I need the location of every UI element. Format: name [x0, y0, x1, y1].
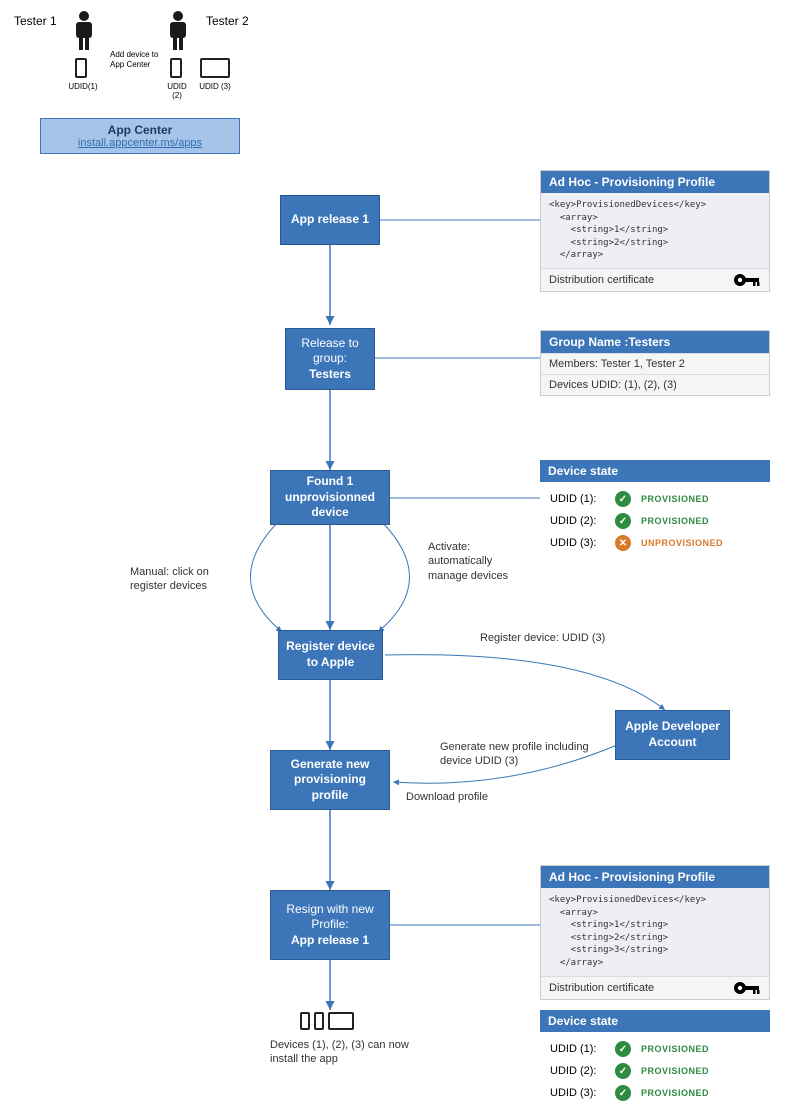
panel-device-state-2: Device state UDID (1): ✓ PROVISIONED UDI… — [540, 1010, 770, 1110]
group-members: Members: Tester 1, Tester 2 — [541, 353, 769, 374]
flow-node-label-b: App release 1 — [291, 933, 369, 949]
device-state-row: UDID (1): ✓ PROVISIONED — [550, 1038, 760, 1060]
status-text: PROVISIONED — [641, 1088, 709, 1098]
panel-header: Ad Hoc - Provisioning Profile — [541, 171, 769, 193]
panel-device-state-1: Device state UDID (1): ✓ PROVISIONED UDI… — [540, 460, 770, 560]
device-state-row: UDID (2): ✓ PROVISIONED — [550, 1060, 760, 1082]
panel-code: <key>ProvisionedDevices</key> <array> <s… — [541, 888, 769, 976]
udid-label: UDID (3): — [550, 1087, 605, 1099]
flow-node-resign: Resign with new Profile: App release 1 — [270, 890, 390, 960]
udid-label: UDID (3): — [550, 537, 605, 549]
appcenter-title: App Center — [49, 123, 231, 137]
flow-node-label: Apple Developer Account — [620, 719, 725, 750]
final-note: Devices (1), (2), (3) can now install th… — [270, 1038, 410, 1067]
register-edge-label: Register device: UDID (3) — [480, 632, 605, 644]
status-text: PROVISIONED — [641, 1066, 709, 1076]
cert-label: Distribution certificate — [549, 274, 654, 286]
flow-node-app-release-1: App release 1 — [280, 195, 380, 245]
x-icon: ✕ — [615, 535, 631, 551]
phone-icon — [314, 1012, 324, 1030]
key-icon — [733, 981, 761, 995]
status-text: PROVISIONED — [641, 1044, 709, 1054]
panel-cert-row: Distribution certificate — [541, 268, 769, 291]
key-icon — [733, 273, 761, 287]
add-device-note: Add device to App Center — [110, 50, 158, 69]
flow-node-generate-profile: Generate new provisioning profile — [270, 750, 390, 810]
person-icon — [166, 10, 190, 52]
flow-node-label: Generate new provisioning profile — [275, 757, 385, 804]
panel-code: <key>ProvisionedDevices</key> <array> <s… — [541, 193, 769, 268]
flow-node-label: App release 1 — [291, 212, 369, 228]
udid-label: UDID (2): — [550, 515, 605, 527]
udid-label: UDID (1): — [550, 493, 605, 505]
udid1-label: UDID(1) — [68, 82, 98, 91]
udid-label: UDID (2): — [550, 1065, 605, 1077]
person-icon — [72, 10, 96, 52]
flow-node-release-to-group: Release to group: Testers — [285, 328, 375, 390]
panel-header: Device state — [540, 1010, 770, 1032]
check-icon: ✓ — [615, 513, 631, 529]
device-state-row: UDID (2): ✓ PROVISIONED — [550, 510, 760, 532]
udid3-label: UDID (3) — [198, 82, 232, 91]
flow-node-label-a: Resign with new Profile: — [275, 902, 385, 933]
phone-icon — [300, 1012, 310, 1030]
tester2-label: Tester 2 — [206, 14, 249, 28]
diagram-canvas: Tester 1 UDID(1) Add device to App Cente… — [10, 10, 778, 1106]
device-state-row: UDID (3): ✓ PROVISIONED — [550, 1082, 760, 1104]
flow-node-label-b: Testers — [309, 367, 351, 383]
check-icon: ✓ — [615, 1041, 631, 1057]
activate-label: Activate: automatically manage devices — [428, 540, 528, 583]
udid2-label: UDID (2) — [162, 82, 192, 100]
panel-header: Group Name :Testers — [541, 331, 769, 353]
final-devices — [300, 1012, 354, 1030]
panel-header: Ad Hoc - Provisioning Profile — [541, 866, 769, 888]
panel-provisioning-2: Ad Hoc - Provisioning Profile <key>Provi… — [540, 865, 770, 1000]
manual-label: Manual: click on register devices — [130, 565, 240, 594]
download-edge-label: Download profile — [406, 790, 488, 804]
panel-provisioning-1: Ad Hoc - Provisioning Profile <key>Provi… — [540, 170, 770, 292]
flow-node-found-unprovisioned: Found 1 unprovisionned device — [270, 470, 390, 525]
check-icon: ✓ — [615, 1085, 631, 1101]
phone-icon — [75, 58, 87, 78]
flow-node-label: Found 1 unprovisionned device — [275, 474, 385, 521]
panel-cert-row: Distribution certificate — [541, 976, 769, 999]
tester1-label: Tester 1 — [14, 14, 57, 28]
udid-label: UDID (1): — [550, 1043, 605, 1055]
panel-header: Device state — [540, 460, 770, 482]
status-text: PROVISIONED — [641, 516, 709, 526]
flow-node-apple-dev-account: Apple Developer Account — [615, 710, 730, 760]
tablet-icon — [200, 58, 230, 78]
tablet-icon — [328, 1012, 354, 1030]
device-state-row: UDID (3): ✕ UNPROVISIONED — [550, 532, 760, 554]
group-devices: Devices UDID: (1), (2), (3) — [541, 374, 769, 395]
flow-node-label: Register device to Apple — [283, 639, 378, 670]
panel-group: Group Name :Testers Members: Tester 1, T… — [540, 330, 770, 396]
cert-label: Distribution certificate — [549, 982, 654, 994]
check-icon: ✓ — [615, 491, 631, 507]
appcenter-box: App Center install.appcenter.ms/apps — [40, 118, 240, 154]
appcenter-link[interactable]: install.appcenter.ms/apps — [49, 137, 231, 149]
flow-node-register-apple: Register device to Apple — [278, 630, 383, 680]
device-state-row: UDID (1): ✓ PROVISIONED — [550, 488, 760, 510]
status-text: PROVISIONED — [641, 494, 709, 504]
phone-icon — [170, 58, 182, 78]
flow-node-label-a: Release to group: — [290, 336, 370, 367]
generate-edge-label: Generate new profile including device UD… — [440, 740, 600, 769]
check-icon: ✓ — [615, 1063, 631, 1079]
status-text: UNPROVISIONED — [641, 538, 723, 548]
